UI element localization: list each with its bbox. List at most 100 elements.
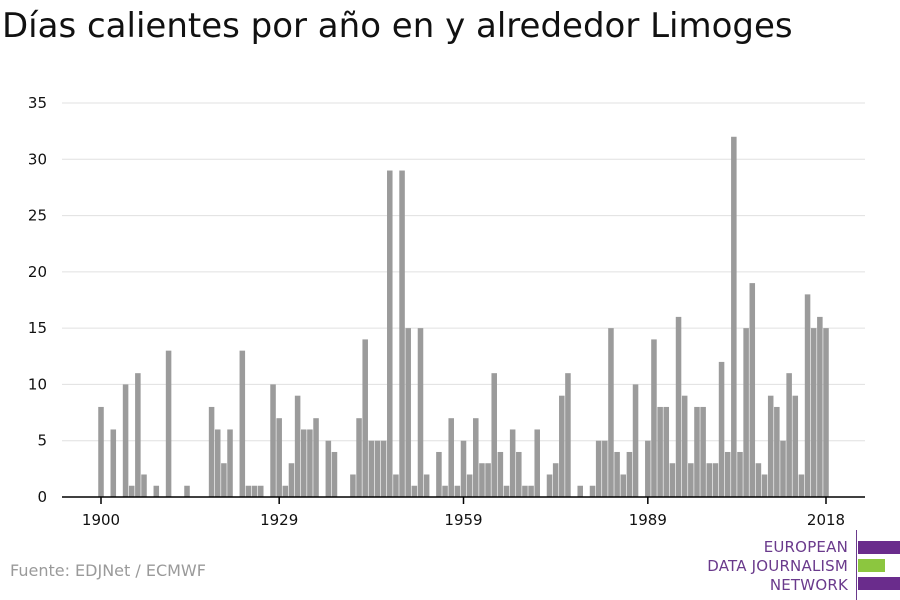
bar-1907 <box>141 474 147 497</box>
bar-1976 <box>565 373 571 497</box>
bar-1973 <box>546 474 553 497</box>
bar-1957 <box>448 418 454 497</box>
bars <box>98 136 829 498</box>
bar-1948 <box>393 474 399 497</box>
bar-1975 <box>559 395 565 497</box>
chart-title: Días calientes por año en y alrededor Li… <box>2 6 793 46</box>
bar-2007 <box>755 463 762 497</box>
bar-1947 <box>387 170 393 498</box>
bar-1920 <box>221 463 227 497</box>
bar-2001 <box>718 361 725 497</box>
bar-2000 <box>712 463 719 497</box>
logo-line-3: NETWORK <box>769 576 848 594</box>
y-tick-label: 5 <box>37 432 47 450</box>
bar-1992 <box>663 406 670 497</box>
x-tick-label: 2018 <box>807 511 845 529</box>
bar-1980 <box>589 485 596 497</box>
bar-1971 <box>534 429 540 497</box>
bar-1937 <box>325 440 332 497</box>
bar-2012 <box>786 373 792 497</box>
bar-1998 <box>700 406 706 497</box>
logo-line-2: DATA JOURNALISM <box>707 557 848 575</box>
bar-1993 <box>669 463 676 497</box>
bar-1902 <box>110 429 117 497</box>
bar-2002 <box>724 451 731 497</box>
bar-2008 <box>761 474 768 497</box>
y-tick-label: 35 <box>28 94 47 112</box>
bar-1999 <box>706 463 713 497</box>
bar-1923 <box>239 350 246 497</box>
bar-1950 <box>405 328 411 497</box>
bar-1933 <box>300 429 307 497</box>
x-tick-label: 1989 <box>629 511 667 529</box>
bar-1964 <box>491 373 497 497</box>
bar-1946 <box>380 440 387 497</box>
bar-2011 <box>780 440 786 497</box>
y-tick-label: 20 <box>28 263 47 281</box>
bar-1959 <box>460 440 467 497</box>
bar-2006 <box>749 283 756 497</box>
bar-2009 <box>767 395 774 497</box>
bar-1994 <box>675 316 682 497</box>
bar-1914 <box>184 485 190 497</box>
bar-2015 <box>804 294 811 497</box>
bar-2017 <box>817 316 823 497</box>
bar-1970 <box>528 485 534 497</box>
bar-1984 <box>614 451 620 497</box>
bar-1932 <box>294 395 301 497</box>
bar-1978 <box>577 485 583 497</box>
bar-1966 <box>503 485 510 497</box>
bar-1991 <box>657 406 663 497</box>
bar-1958 <box>454 485 461 497</box>
bar-1931 <box>288 463 295 497</box>
source-note: Fuente: EDJNet / ECMWF <box>10 561 206 580</box>
bar-1953 <box>423 474 430 497</box>
bar-1951 <box>411 485 418 497</box>
bar-1906 <box>135 373 141 497</box>
logo-rule <box>856 530 857 600</box>
bar-1962 <box>479 463 485 497</box>
bar-2016 <box>810 328 817 497</box>
bar-2010 <box>774 406 780 497</box>
bar-1955 <box>436 451 442 497</box>
logo-bar-green <box>858 559 885 572</box>
y-tick-label: 15 <box>28 319 47 337</box>
bar-1934 <box>307 429 313 497</box>
bar-1965 <box>497 451 504 497</box>
bar-1956 <box>442 485 448 497</box>
bar-1930 <box>282 485 289 497</box>
bar-1926 <box>257 485 264 497</box>
logo-bar-purple-top <box>858 541 900 554</box>
y-axis-tick-labels: 0 5 10 15 20 25 30 35 <box>28 94 47 506</box>
bar-1924 <box>245 485 252 497</box>
bar-1986 <box>626 451 633 497</box>
bar-1974 <box>552 463 559 497</box>
bar-2005 <box>743 328 749 497</box>
logo-line-1: EUROPEAN <box>763 538 848 556</box>
bar-1981 <box>595 440 602 497</box>
bar-1982 <box>602 440 608 497</box>
bar-1925 <box>251 485 258 497</box>
x-tick-label: 1900 <box>82 511 120 529</box>
bar-1945 <box>374 440 381 497</box>
bar-1961 <box>473 418 479 497</box>
bar-1968 <box>516 451 522 497</box>
logo-bar-purple-bottom <box>858 577 900 590</box>
x-axis-ticks: 1900 1929 1959 1989 2018 <box>82 497 845 529</box>
bar-1905 <box>128 485 135 497</box>
bar-2004 <box>737 451 743 497</box>
bar-1969 <box>522 485 528 497</box>
bar-1949 <box>399 170 405 498</box>
bar-1943 <box>362 339 368 497</box>
bar-1983 <box>608 328 614 497</box>
y-tick-label: 25 <box>28 207 47 225</box>
bar-1919 <box>214 429 221 497</box>
bar-1941 <box>350 474 356 497</box>
bar-1960 <box>466 474 473 497</box>
bar-1963 <box>485 463 491 497</box>
bar-1918 <box>208 406 215 497</box>
x-tick-label: 1929 <box>260 511 298 529</box>
bar-1997 <box>694 406 700 497</box>
bar-1942 <box>356 418 362 497</box>
